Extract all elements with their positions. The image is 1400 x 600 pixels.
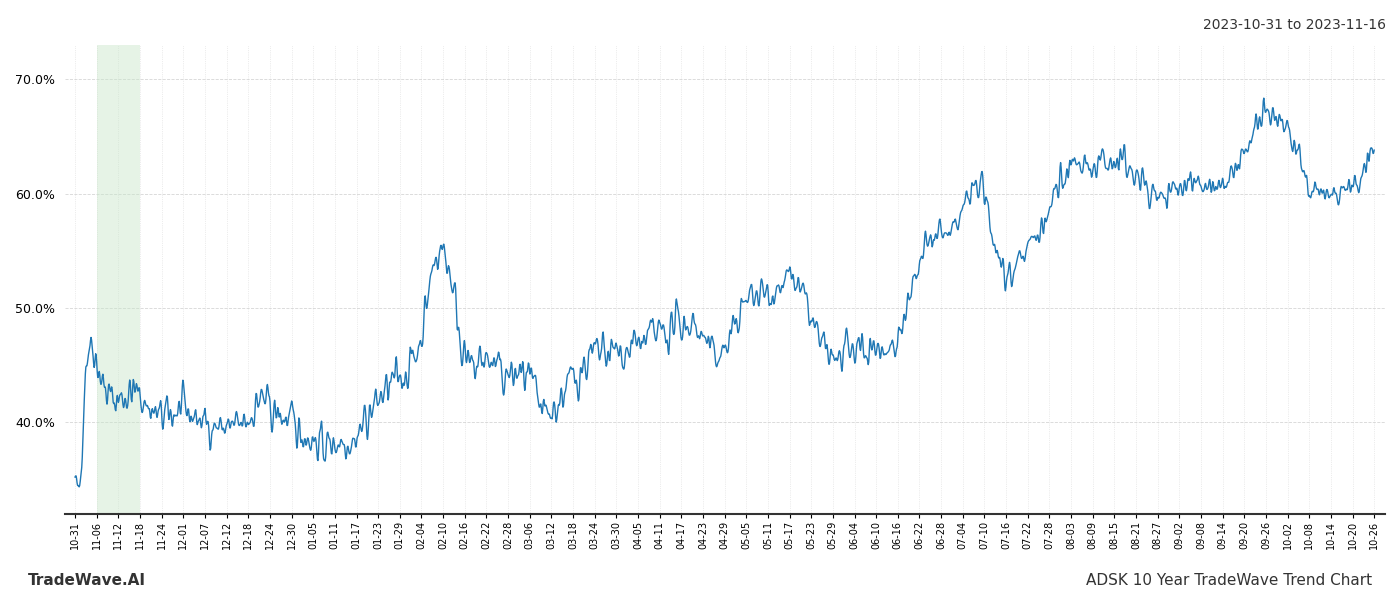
Bar [97,45,140,514]
Text: 2023-10-31 to 2023-11-16: 2023-10-31 to 2023-11-16 [1203,18,1386,32]
Text: TradeWave.AI: TradeWave.AI [28,573,146,588]
Text: ADSK 10 Year TradeWave Trend Chart: ADSK 10 Year TradeWave Trend Chart [1086,573,1372,588]
